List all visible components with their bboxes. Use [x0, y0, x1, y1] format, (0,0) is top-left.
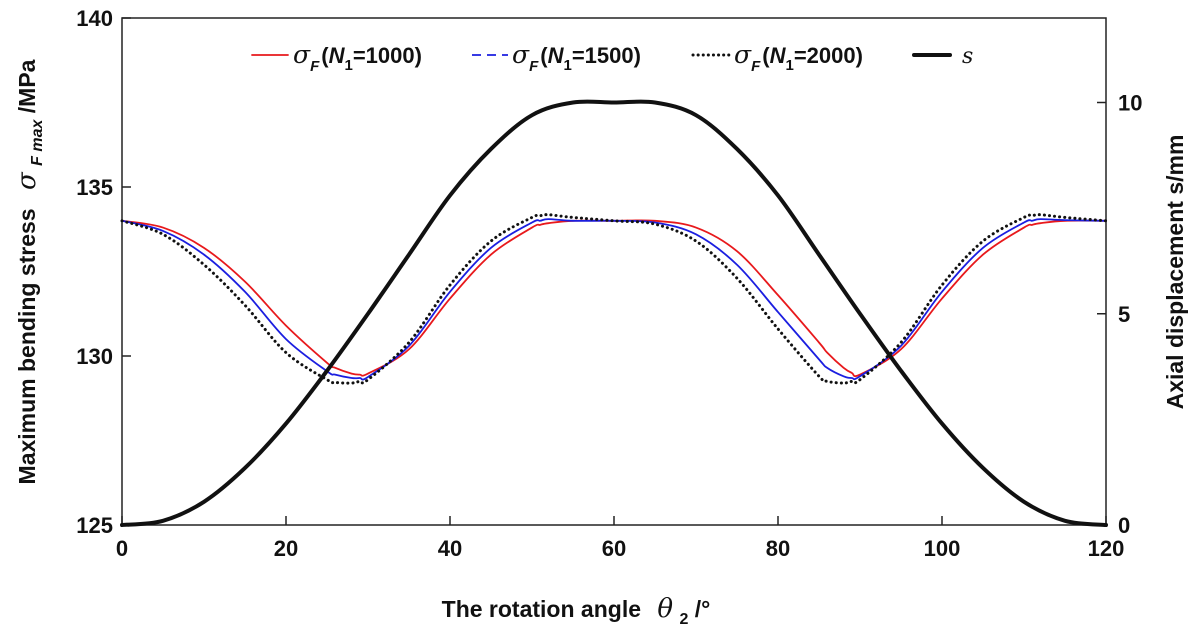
series-line-3	[120, 213, 1108, 385]
legend-open-paren: (	[540, 43, 548, 68]
y-right-tick-label: 0	[1118, 513, 1130, 538]
y-left-tick-label: 125	[76, 513, 113, 538]
series-layer	[120, 99, 1108, 527]
y-left-axis-title: Maximum bending stress σ F max /MPa	[12, 59, 47, 484]
legend-open-paren: (	[762, 43, 770, 68]
legend-variable: N	[548, 43, 565, 68]
legend-symbol: σ	[512, 40, 530, 69]
y-right-axis-title: Axial displacement s/mm	[1162, 135, 1188, 410]
y-left-tick-label: 130	[76, 344, 113, 369]
x-axis-title-unit: /°	[695, 596, 711, 622]
legend-symbol-subscript: F	[310, 58, 320, 75]
legend-label-3: σF(N1=2000)	[734, 40, 863, 75]
legend-label-4: s	[962, 44, 973, 69]
legend-value: =2000)	[794, 43, 863, 68]
legend-label-2: σF(N1=1500)	[512, 40, 641, 75]
x-axis-title-symbol: θ	[657, 594, 673, 624]
series-line-4	[120, 99, 1108, 527]
legend-symbol-subscript: F	[529, 58, 539, 75]
legend-variable: N	[329, 43, 346, 68]
x-tick-label: 40	[438, 536, 462, 561]
y-left-axis-title-unit: /MPa	[14, 59, 40, 113]
y-left-axis-title-symbol: σ	[12, 171, 42, 190]
x-tick-label: 20	[274, 536, 298, 561]
x-tick-label: 100	[924, 536, 961, 561]
x-axis-title: The rotation angle θ 2 /°	[442, 594, 711, 629]
legend-symbol: s	[962, 44, 973, 69]
x-axis-title-text: The rotation angle	[442, 596, 641, 622]
legend-variable: N	[770, 43, 787, 68]
legend-symbol-subscript: F	[751, 58, 761, 75]
y-left-tick-label: 135	[76, 175, 113, 200]
y-right-tick-label: 10	[1118, 91, 1142, 116]
x-tick-label: 0	[116, 536, 128, 561]
legend-variable-subscript: 1	[344, 57, 352, 74]
legend-symbol: σ	[734, 40, 752, 69]
legend: σF(N1=1000) σF(N1=1500) σF(N1=2000) s	[251, 40, 973, 75]
legend-variable-subscript: 1	[785, 57, 793, 74]
x-tick-label: 60	[602, 536, 626, 561]
legend-value: =1500)	[572, 43, 641, 68]
legend-variable-subscript: 1	[563, 57, 571, 74]
x-tick-label: 120	[1088, 536, 1125, 561]
y-left-axis-title-subscript: F max	[29, 119, 46, 166]
legend-value: =1000)	[353, 43, 422, 68]
legend-label-1: σF(N1=1000)	[293, 40, 422, 75]
legend-open-paren: (	[321, 43, 329, 68]
legend-symbol: σ	[293, 40, 311, 69]
x-axis-title-subscript: 2	[679, 611, 688, 628]
axis-ticks: 0 20 40 60 80 100 120 125 130 135 140 0 5 10	[76, 6, 1142, 561]
x-tick-label: 80	[766, 536, 790, 561]
series-line-2	[121, 218, 1107, 381]
y-right-tick-label: 5	[1118, 302, 1130, 327]
y-left-tick-label: 140	[76, 6, 113, 31]
y-left-axis-title-text: Maximum bending stress	[14, 208, 40, 484]
